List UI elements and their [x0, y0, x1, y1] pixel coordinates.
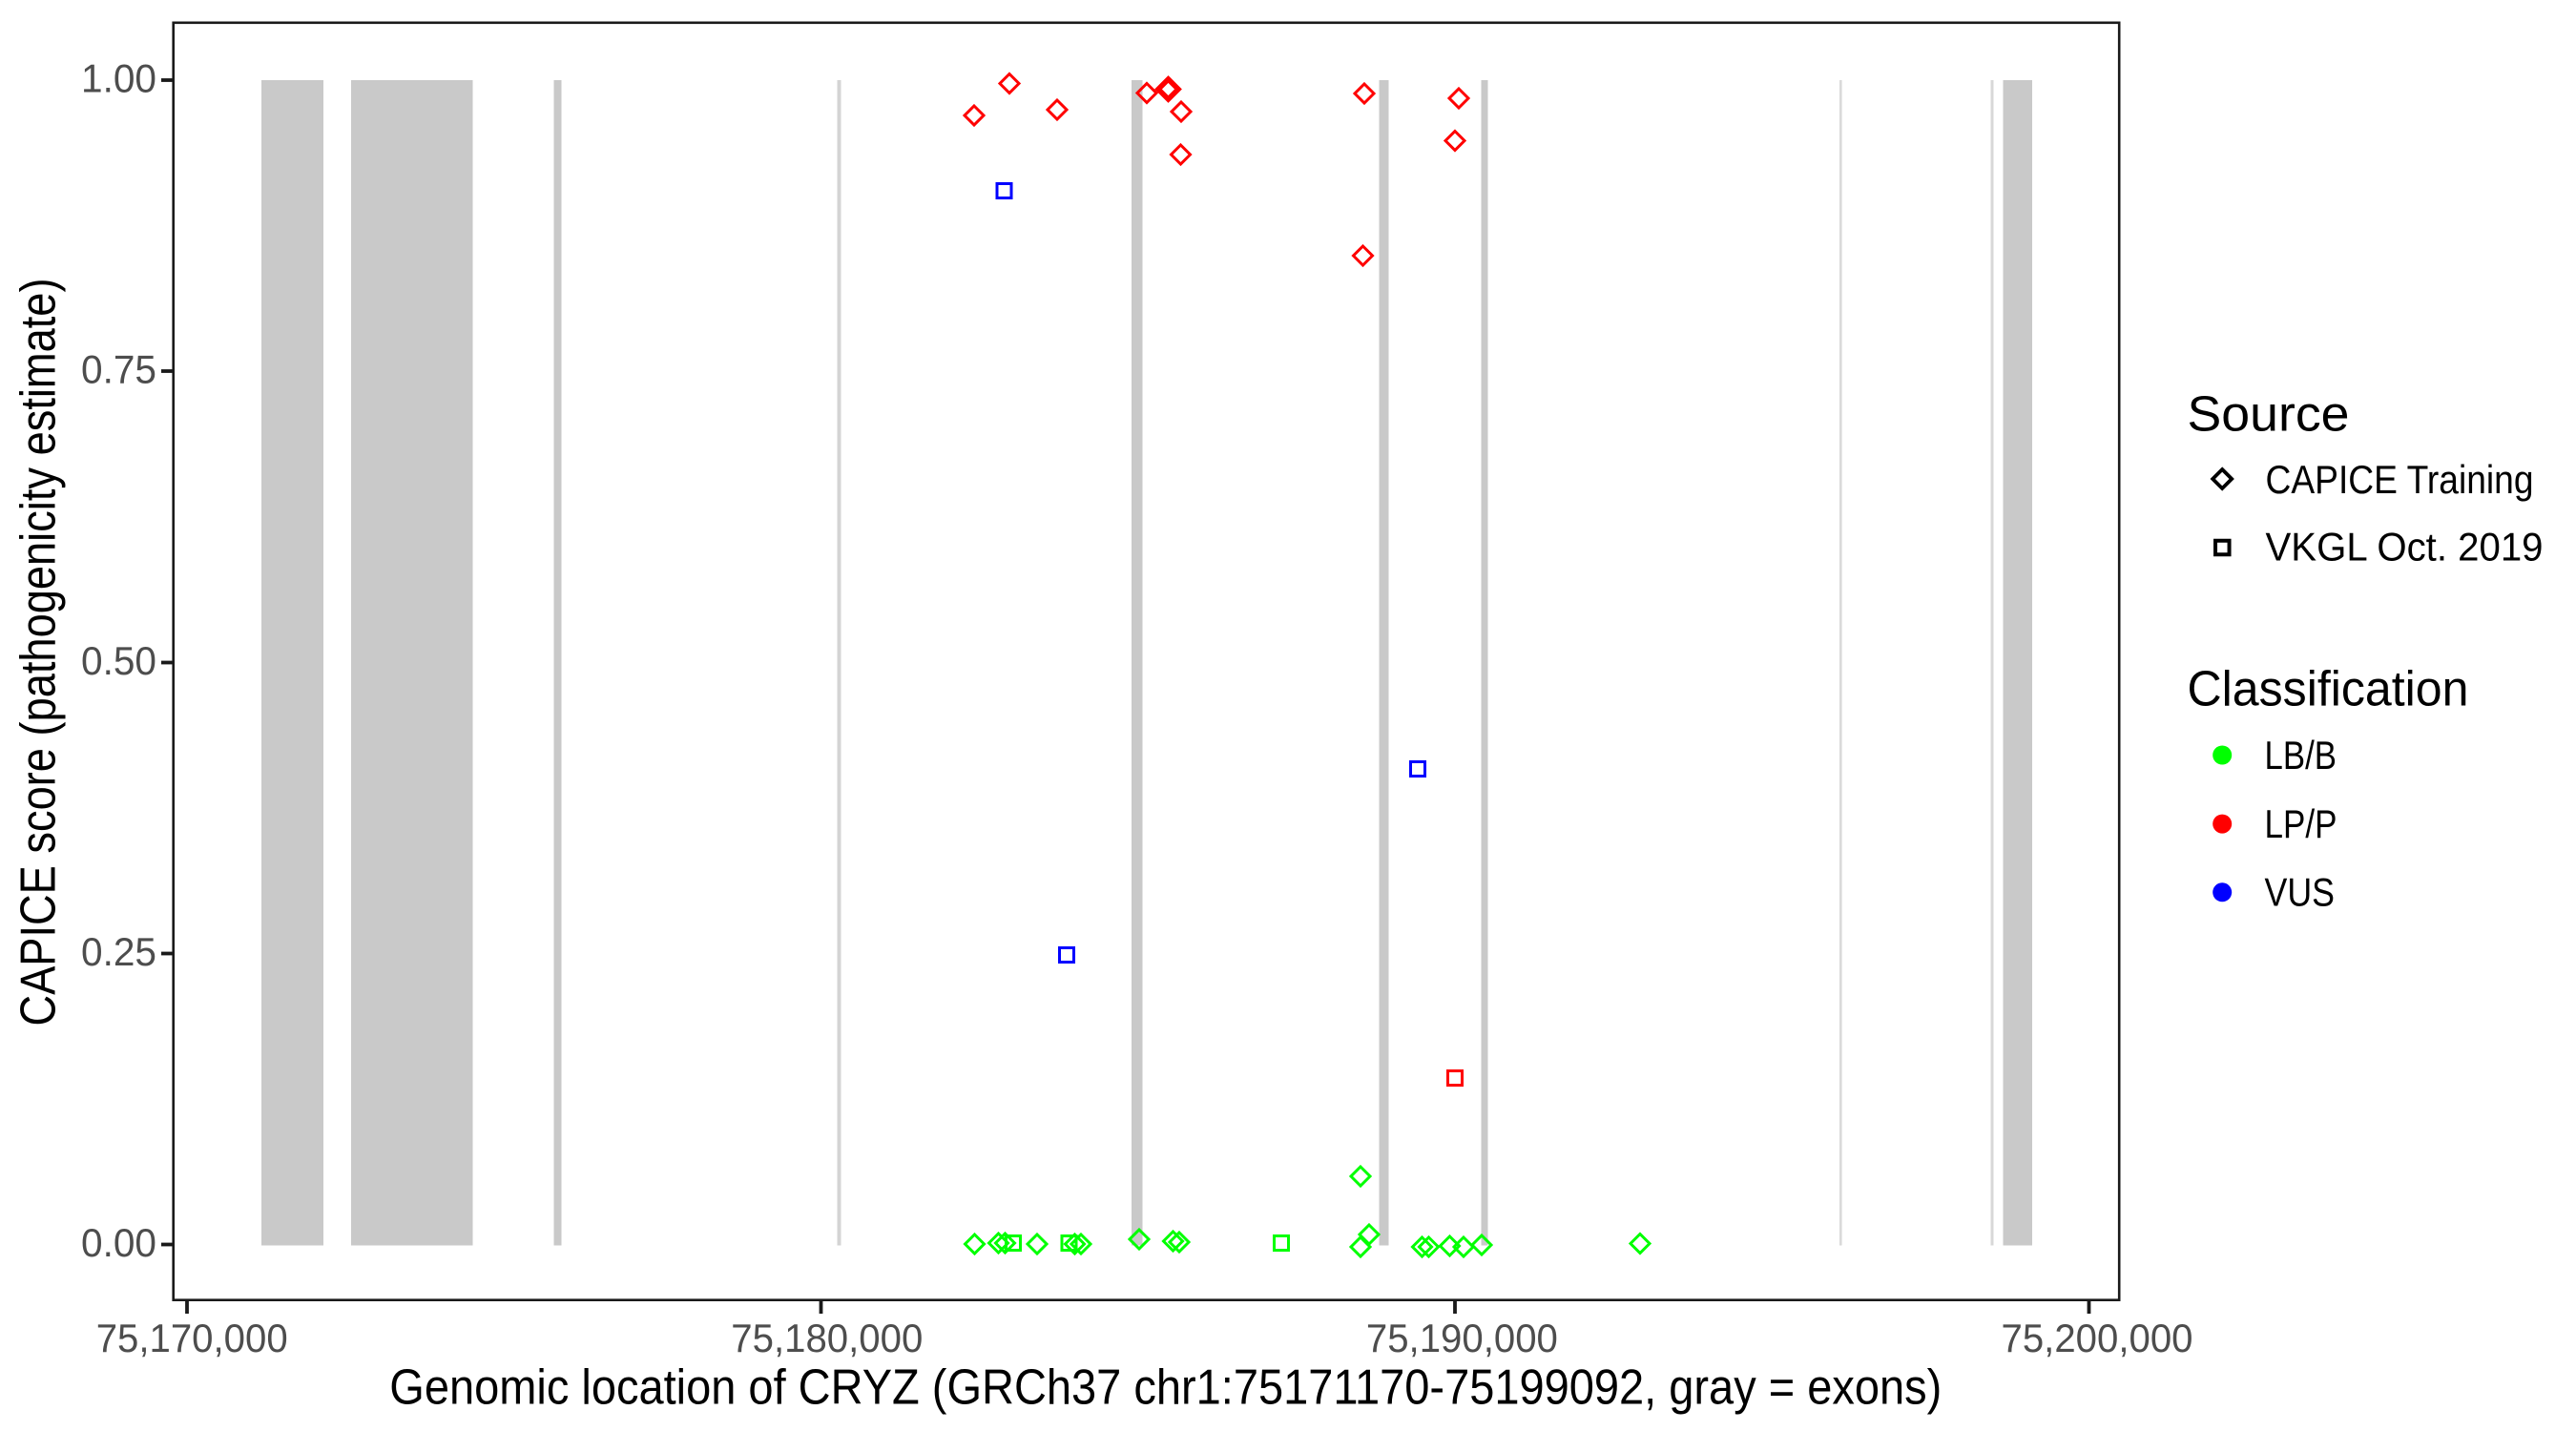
svg-text:Source: Source [2188, 387, 2350, 443]
svg-text:75,190,000: 75,190,000 [1366, 1316, 1558, 1360]
svg-text:CAPICE score (pathogenicity es: CAPICE score (pathogenicity estimate) [11, 279, 67, 1027]
svg-text:LP/P: LP/P [2265, 801, 2337, 846]
svg-text:VUS: VUS [2265, 870, 2336, 915]
svg-text:CAPICE Training: CAPICE Training [2266, 457, 2534, 502]
svg-text:75,200,000: 75,200,000 [2002, 1316, 2193, 1360]
svg-text:0.25: 0.25 [81, 929, 156, 974]
svg-text:VKGL Oct. 2019: VKGL Oct. 2019 [2266, 525, 2544, 570]
svg-text:75,180,000: 75,180,000 [731, 1316, 923, 1360]
svg-text:LB/B: LB/B [2265, 733, 2337, 778]
svg-text:1.00: 1.00 [81, 55, 156, 100]
svg-text:0.50: 0.50 [81, 638, 156, 683]
svg-text:75,170,000: 75,170,000 [96, 1316, 288, 1360]
svg-text:Classification: Classification [2188, 662, 2469, 717]
svg-text:Genomic location of CRYZ (GRCh: Genomic location of CRYZ (GRCh37 chr1:75… [389, 1359, 1942, 1415]
svg-text:0.00: 0.00 [81, 1220, 156, 1265]
svg-text:0.75: 0.75 [81, 346, 156, 391]
